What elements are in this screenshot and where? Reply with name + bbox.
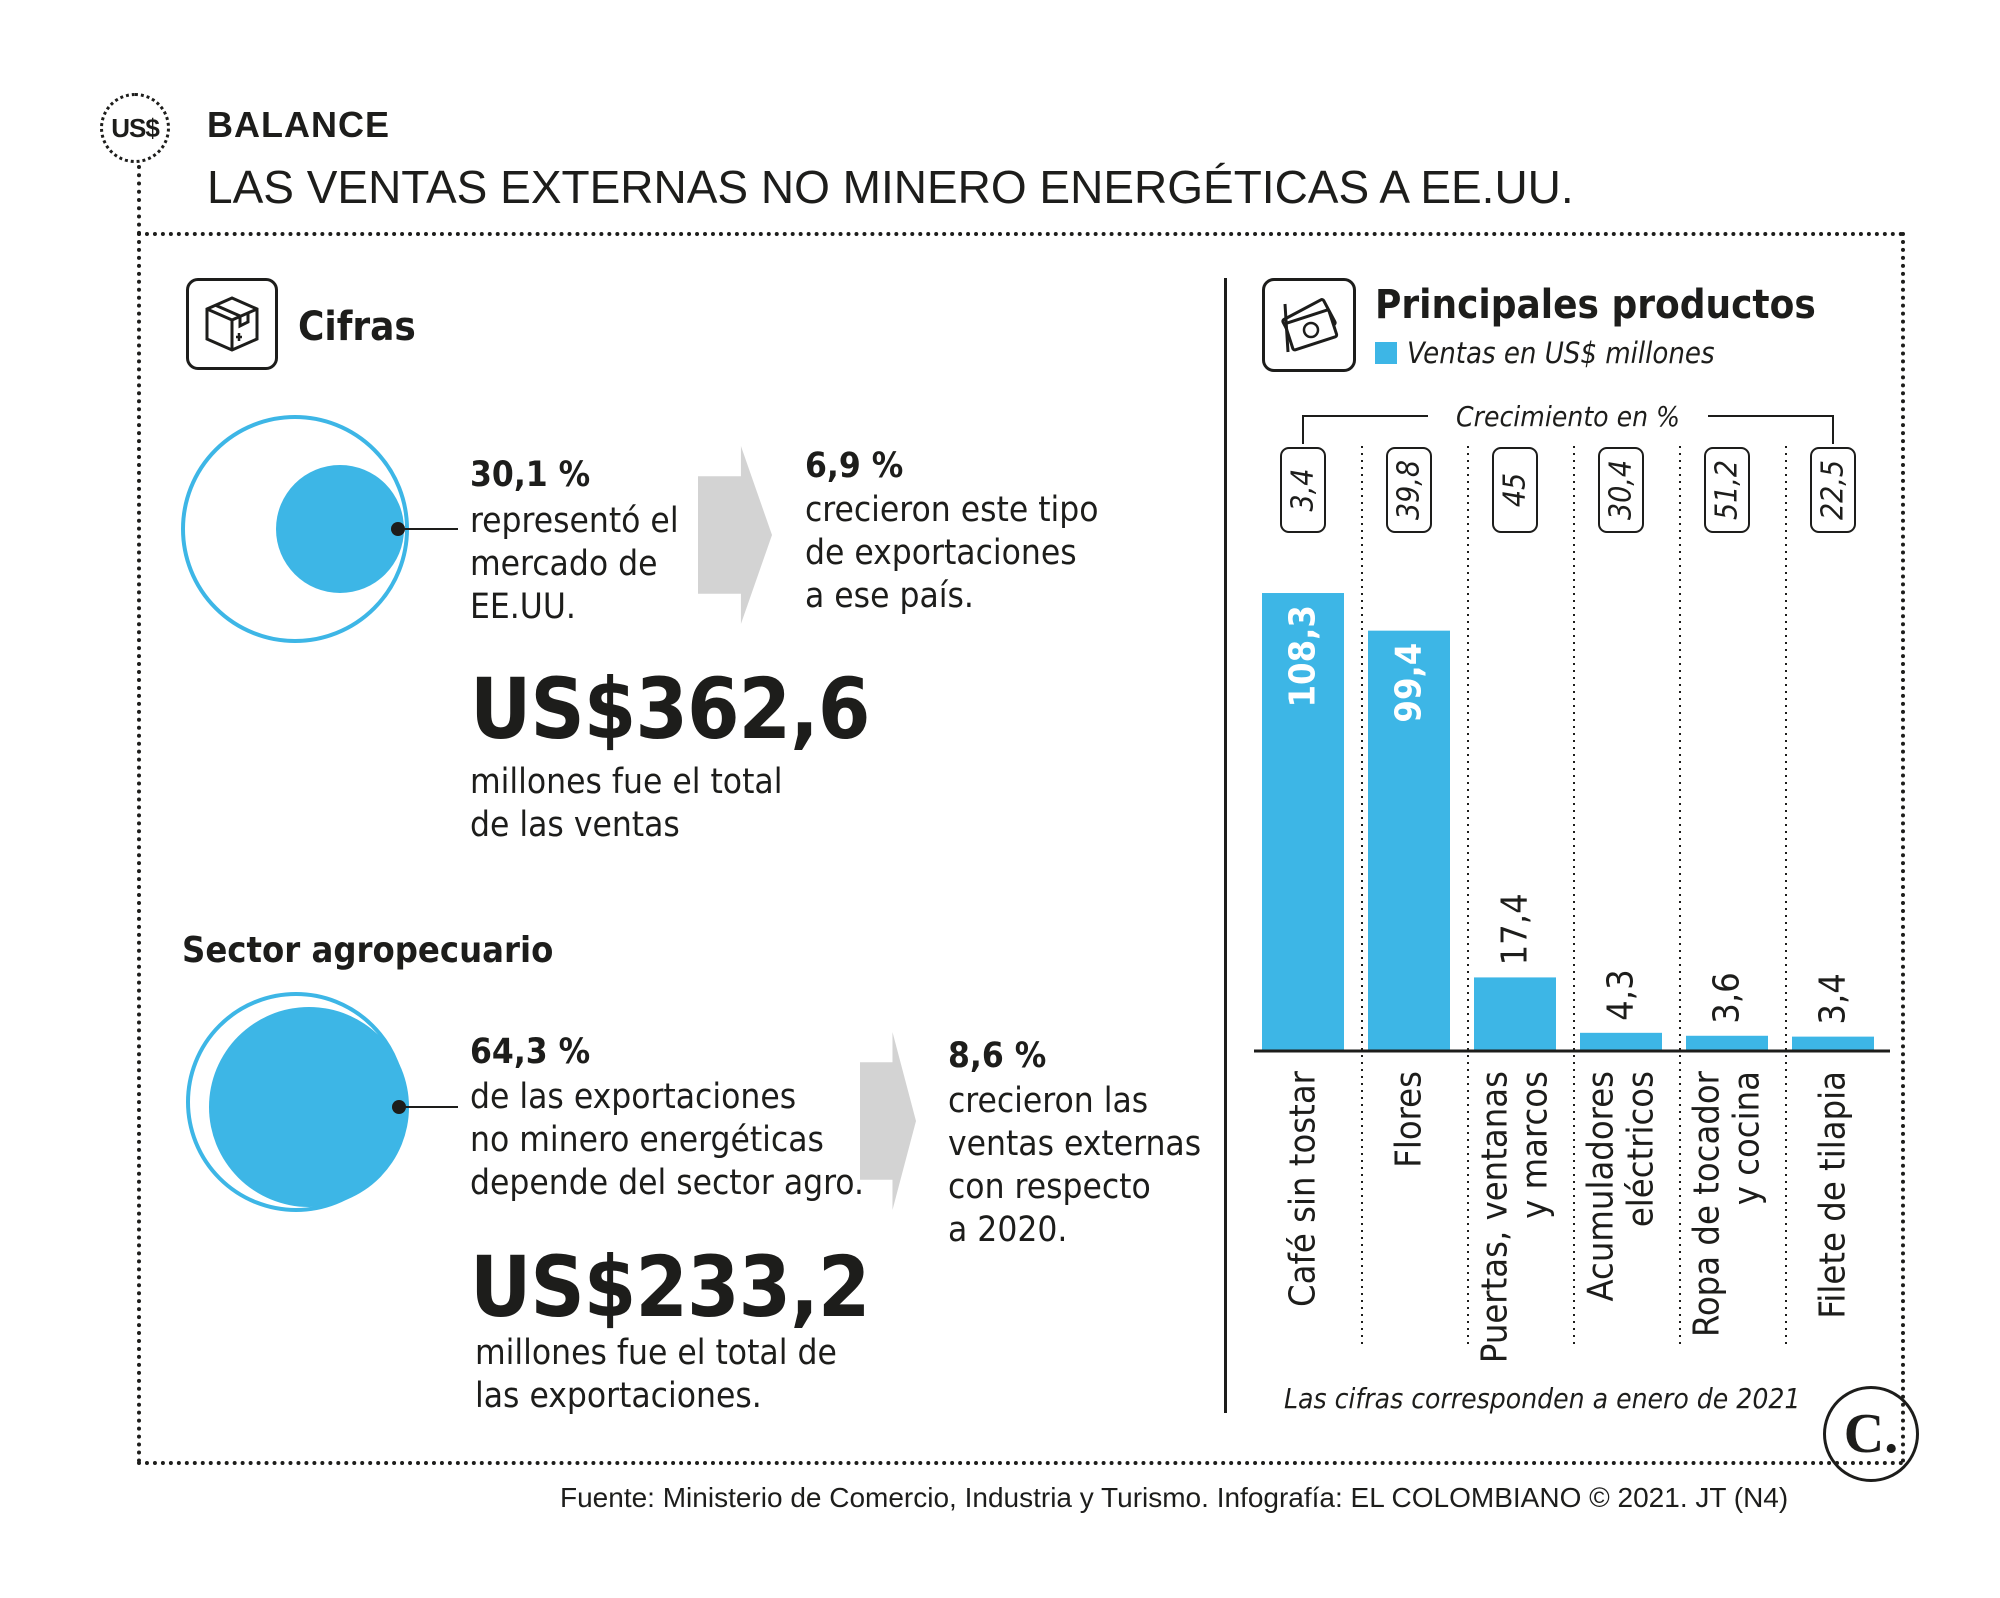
growth-pct: 6,9 % (805, 446, 904, 486)
growth-value: 3,4 (1286, 469, 1321, 512)
value-label: 3,6 (1707, 972, 1748, 1024)
category-label: Puertas, ventanas (1475, 1071, 1516, 1363)
bar-2 (1474, 977, 1556, 1051)
money-icon (1262, 278, 1356, 372)
growth-pill (1492, 447, 1538, 533)
bar-0 (1262, 593, 1344, 1051)
total-value: US$362,6 (470, 660, 870, 758)
category-label: Filete de tilapia (1813, 1071, 1854, 1319)
legend-swatch (1375, 342, 1397, 364)
agro-growth-pct: 8,6 % (948, 1036, 1047, 1076)
bar-5 (1792, 1036, 1874, 1051)
growth-pill (1598, 447, 1644, 533)
frame-bottom (137, 1461, 1905, 1465)
legend-label: Ventas en US$ millones (1407, 336, 1715, 370)
agro-title: Sector agropecuario (182, 930, 554, 971)
growth-pill (1704, 447, 1750, 533)
category-label: y marcos (1515, 1071, 1556, 1219)
frame-left (137, 232, 141, 1464)
source-credit: Fuente: Ministerio de Comercio, Industri… (560, 1482, 1789, 1513)
share-text: representó el mercado de EE.UU. (470, 501, 679, 627)
agro-total-text: millones fue el total de las exportacion… (475, 1333, 837, 1416)
category-label: Ropa de tocador (1687, 1070, 1728, 1337)
agro-share-text: de las exportaciones no minero energétic… (470, 1077, 864, 1203)
bar-1 (1368, 630, 1450, 1051)
category-label: Acumuladores (1581, 1071, 1622, 1301)
leader-line-ext (420, 528, 458, 530)
growth-value: 45 (1498, 473, 1533, 507)
growth-bracket (1302, 415, 1834, 444)
growth-pill (1810, 447, 1856, 533)
category-label: Café sin tostar (1283, 1070, 1324, 1307)
value-label: 4,3 (1601, 969, 1642, 1021)
agro-circle-chart (186, 992, 426, 1212)
column-divider (1224, 278, 1227, 1413)
bar-3 (1580, 1032, 1662, 1051)
bar-4 (1686, 1035, 1768, 1051)
currency-badge: US$ (100, 93, 170, 163)
frame-top (137, 232, 1905, 236)
growth-pill (1386, 447, 1432, 533)
agro-share-pct: 64,3 % (470, 1032, 591, 1072)
share-circle-chart (181, 415, 420, 643)
growth-value: 22,5 (1816, 460, 1851, 520)
agro-total-value: US$233,2 (470, 1238, 870, 1336)
agro-growth-text: crecieron las ventas externas con respec… (948, 1081, 1202, 1250)
share-pct: 30,1 % (470, 455, 591, 495)
value-label: 108,3 (1283, 605, 1324, 707)
value-label: 99,4 (1389, 643, 1430, 723)
cifras-title: Cifras (298, 304, 416, 350)
category-label: y cocina (1727, 1071, 1768, 1205)
growth-label: Crecimiento en % (1456, 400, 1680, 433)
leader-line-ext (426, 1106, 458, 1108)
chart-title: Principales productos (1375, 282, 1816, 328)
category-label: Flores (1389, 1071, 1430, 1168)
growth-value: 51,2 (1710, 460, 1745, 520)
frame-connector (137, 165, 141, 235)
value-label: 3,4 (1813, 973, 1854, 1025)
box-icon (186, 278, 278, 370)
kicker: BALANCE (207, 104, 390, 145)
share-circle-part (276, 465, 404, 593)
chart-note: Las cifras corresponden a enero de 2021 (1284, 1382, 1801, 1415)
total-text: millones fue el total de las ventas (470, 762, 783, 845)
growth-value: 39,8 (1392, 460, 1427, 520)
agro-circle-part (209, 1007, 409, 1207)
value-label: 17,4 (1495, 893, 1536, 965)
frame-right (1901, 232, 1905, 1464)
category-label: eléctricos (1621, 1071, 1662, 1227)
el-colombiano-logo: C. (1823, 1386, 1919, 1482)
growth-pill (1280, 447, 1326, 533)
growth-value: 30,4 (1604, 460, 1639, 520)
growth-text: crecieron este tipo de exportaciones a e… (805, 490, 1099, 616)
headline: LAS VENTAS EXTERNAS NO MINERO ENERGÉTICA… (207, 161, 1574, 213)
